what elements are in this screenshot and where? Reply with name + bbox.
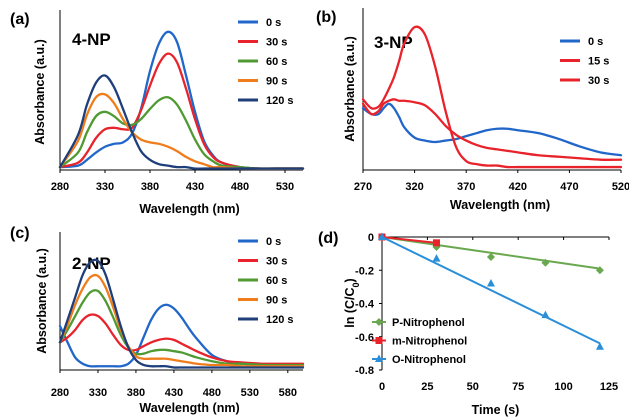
x-tick-label: 430 bbox=[165, 387, 183, 399]
y-tick-label: -0.4 bbox=[355, 299, 375, 311]
x-axis-label: Wavelength (nm) bbox=[450, 198, 550, 212]
legend: 0 s 30 s 60 s 90 s 120 s bbox=[238, 17, 294, 107]
x-tick-label: 480 bbox=[203, 387, 221, 399]
x-tick-label: 580 bbox=[279, 387, 297, 399]
y-axis-label: Absorbance (a.u.) bbox=[343, 36, 357, 142]
legend: 0 s 15 s 30 s bbox=[560, 36, 609, 87]
x-tick-label: 50 bbox=[467, 381, 479, 393]
legend: 0 s 30 s 60 s 90 s 120 s bbox=[238, 236, 294, 326]
legend-label: 60 s bbox=[266, 56, 287, 68]
y-axis-label: Absorbance (a.u.) bbox=[35, 248, 49, 354]
panel-d: (d) 0 25 50 75 100 125 0 -0.2 -0.4 -0.6 -0.8 Time (s… bbox=[318, 230, 618, 417]
fit-line-m-Nitrophenol bbox=[381, 236, 437, 244]
x-tick-label: 520 bbox=[612, 181, 629, 193]
series-line-0s bbox=[361, 102, 623, 157]
y-tick-label: -0.6 bbox=[355, 332, 374, 344]
data-point bbox=[595, 266, 604, 275]
x-axis-label: Wavelength (nm) bbox=[139, 401, 239, 415]
data-point bbox=[541, 310, 550, 319]
legend-marker bbox=[375, 337, 383, 344]
data-point bbox=[486, 252, 495, 261]
x-tick-label: 370 bbox=[457, 181, 475, 193]
y-axis-label: ln (C/C0) bbox=[343, 278, 361, 327]
x-tick-label: 75 bbox=[512, 381, 524, 393]
legend-label: 30 s bbox=[266, 37, 287, 49]
legend-label: P-Nitrophenol bbox=[392, 317, 465, 329]
fit-line-O-Nitrophenol bbox=[381, 236, 601, 345]
series-line-120s bbox=[58, 74, 305, 170]
x-tick-label: 270 bbox=[354, 181, 372, 193]
x-axis-label: Wavelength (nm) bbox=[139, 202, 239, 216]
fit-line-P-Nitrophenol bbox=[381, 236, 601, 270]
panel-c: (c) 2-NP 280 330 380 430 480 530 580 Wavelength (… bbox=[10, 225, 305, 415]
legend-label: 0 s bbox=[588, 36, 603, 48]
panel-label: (a) bbox=[10, 11, 30, 28]
series-line-30s bbox=[361, 25, 623, 169]
y-tick-label: -0.8 bbox=[355, 365, 374, 377]
y-axis-label-end: ) bbox=[343, 278, 357, 282]
legend-label: 15 s bbox=[588, 56, 609, 68]
x-tick-label: 380 bbox=[141, 181, 159, 193]
legend-label: 30 s bbox=[266, 256, 287, 268]
legend-label: 120 s bbox=[266, 95, 294, 107]
series-line-90s bbox=[58, 273, 305, 368]
legend: P-Nitrophenol m-Nitrophenol O-Nitrophenol bbox=[372, 317, 467, 366]
data-point bbox=[378, 232, 386, 240]
y-tick-label: -0.2 bbox=[355, 265, 374, 277]
legend-label: 0 s bbox=[266, 17, 281, 29]
data-point bbox=[432, 254, 441, 262]
data-point bbox=[486, 279, 495, 287]
legend-label: 0 s bbox=[266, 236, 281, 248]
x-tick-label: 0 bbox=[379, 381, 385, 393]
x-tick-label: 480 bbox=[231, 181, 249, 193]
series-line-30s bbox=[58, 313, 305, 365]
panel-label: (b) bbox=[316, 9, 336, 26]
y-axis-label: Absorbance (a.u.) bbox=[33, 39, 47, 145]
series-line-30s bbox=[58, 52, 305, 170]
x-tick-label: 330 bbox=[96, 181, 114, 193]
x-tick-label: 530 bbox=[276, 181, 294, 193]
legend-label: 120 s bbox=[266, 314, 294, 326]
x-tick-label: 320 bbox=[405, 181, 423, 193]
chart-title: 4-NP bbox=[72, 30, 111, 49]
data-point bbox=[595, 342, 604, 350]
data-point bbox=[541, 258, 550, 267]
x-tick-label: 125 bbox=[600, 381, 618, 393]
legend-label: 90 s bbox=[266, 295, 287, 307]
x-tick-label: 380 bbox=[127, 387, 145, 399]
y-axis-label-sub: 0 bbox=[351, 282, 361, 287]
series-line-60s bbox=[58, 289, 305, 367]
legend-label: 30 s bbox=[588, 75, 609, 87]
chart-title: 2-NP bbox=[72, 254, 111, 273]
x-axis-label: Time (s) bbox=[472, 403, 520, 417]
x-tick-label: 470 bbox=[560, 181, 578, 193]
y-axis-label-main: ln (C/C bbox=[343, 287, 357, 327]
legend-label: 90 s bbox=[266, 76, 287, 88]
x-tick-label: 330 bbox=[89, 387, 107, 399]
x-tick-label: 25 bbox=[421, 381, 433, 393]
data-point bbox=[432, 239, 440, 247]
legend-label: m-Nitrophenol bbox=[392, 336, 467, 348]
x-tick-label: 530 bbox=[241, 387, 259, 399]
legend-marker bbox=[375, 354, 383, 362]
panel-label: (d) bbox=[318, 230, 338, 247]
legend-label: O-Nitrophenol bbox=[392, 354, 466, 366]
x-tick-label: 280 bbox=[51, 181, 69, 193]
legend-marker bbox=[375, 318, 383, 326]
panel-label: (c) bbox=[10, 225, 30, 242]
series-line-60s bbox=[58, 95, 305, 170]
y-tick-label: 0 bbox=[368, 232, 374, 244]
legend-label: 60 s bbox=[266, 275, 287, 287]
panel-a: (a) 4-NP 280 330 380 430 480 530 Wavelength (nm)… bbox=[10, 10, 305, 216]
x-tick-label: 280 bbox=[51, 387, 69, 399]
series-line-120s bbox=[58, 258, 305, 369]
x-tick-label: 430 bbox=[186, 181, 204, 193]
x-tick-label: 420 bbox=[509, 181, 527, 193]
x-tick-label: 100 bbox=[554, 381, 572, 393]
